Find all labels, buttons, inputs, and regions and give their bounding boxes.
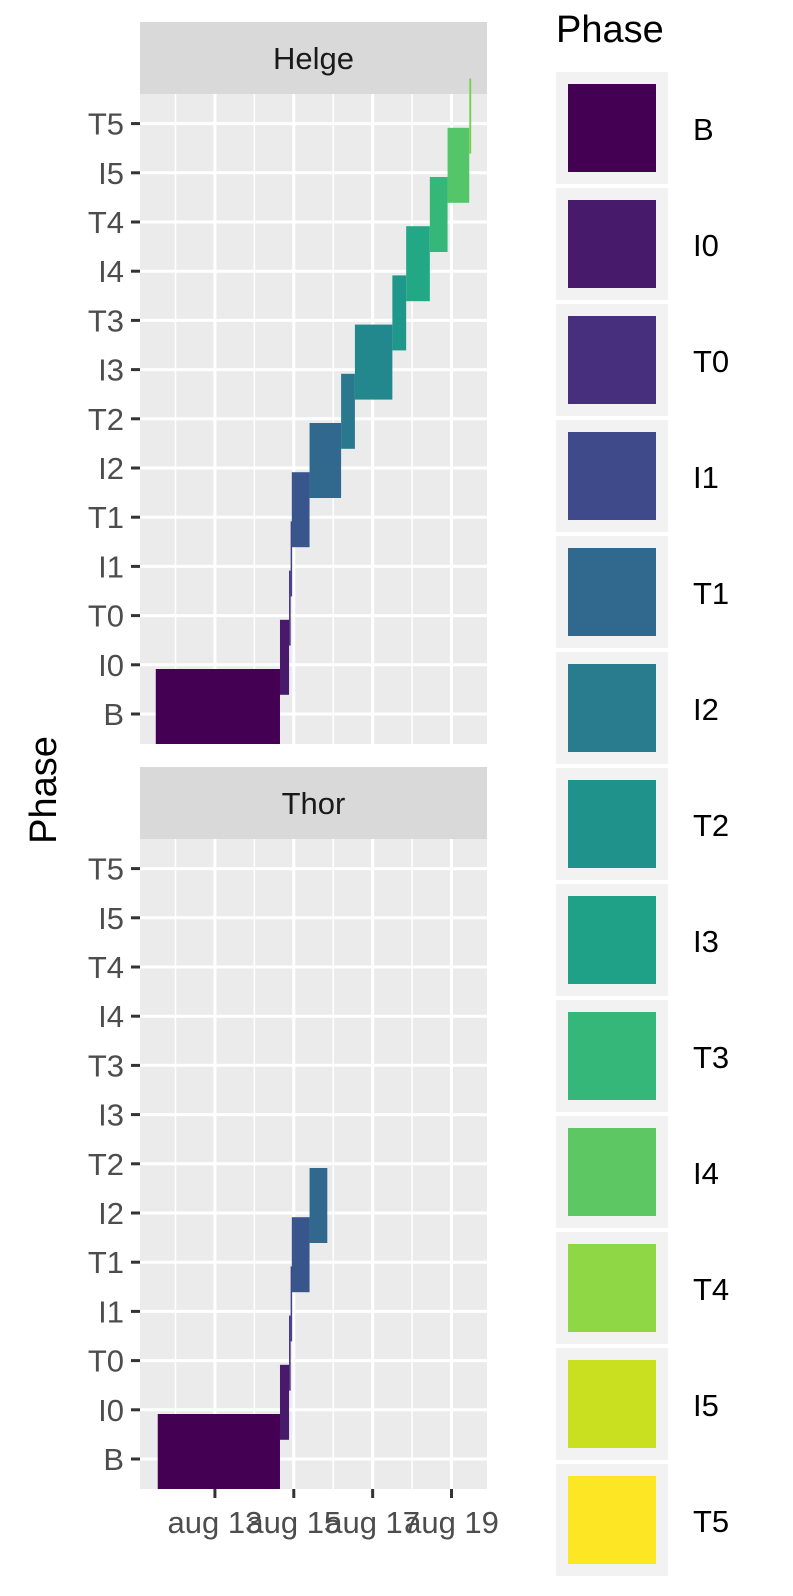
y-tick-label: T0 [88, 1344, 124, 1379]
y-tick-label: T4 [88, 205, 124, 240]
y-tick-label: T1 [88, 1245, 124, 1280]
bar-b [155, 669, 280, 744]
legend-label: B [693, 112, 714, 147]
x-tick-label: aug 15 [246, 1505, 341, 1540]
facets: Helge B I0 T0 I1 T1 I2 T2 I3 T3 I4 T4 I5 T5 Thor B I0 T0 I… [88, 22, 487, 1489]
bar-i0 [279, 619, 290, 695]
y-tick-label: T4 [88, 950, 124, 985]
bar-t3 [392, 275, 407, 351]
y-tick-label: T2 [88, 1147, 124, 1182]
legend-key-t5 [568, 1476, 656, 1564]
y-tick-label: T3 [88, 303, 124, 338]
legend-key-i0 [568, 200, 656, 288]
bar-t1 [291, 472, 310, 548]
bar-t2 [341, 373, 355, 449]
x-tick-label: aug 19 [404, 1505, 499, 1540]
legend-label: T5 [693, 1504, 729, 1539]
facet-thor: Thor B I0 T0 I1 T1 I2 T2 I3 T3 I4 T4 I5 T5 [88, 767, 487, 1489]
legend-label: I5 [693, 1388, 719, 1423]
y-tick-label: T2 [88, 402, 124, 437]
legend-key-t3 [568, 1012, 656, 1100]
x-tick-label: aug 17 [325, 1505, 420, 1540]
bar-t4 [429, 177, 448, 252]
y-tick-label: I0 [98, 648, 124, 683]
y-tick-label: I0 [98, 1393, 124, 1428]
facet-strip [140, 767, 487, 839]
y-tick-label: I5 [98, 156, 124, 191]
bar-i1 [290, 521, 293, 597]
bar-i3 [354, 324, 393, 400]
legend-label: T1 [693, 576, 729, 611]
legend-label: I2 [693, 692, 719, 727]
legend-key-i4 [568, 1128, 656, 1216]
bar-i2 [309, 1168, 328, 1243]
bar-i5 [447, 127, 470, 203]
legend-label: T3 [693, 1040, 729, 1075]
bar-b [157, 1414, 280, 1489]
facet-strip [140, 22, 487, 94]
y-tick-label: I1 [98, 549, 124, 584]
legend-label: I0 [693, 228, 719, 263]
legend-key-t2 [568, 780, 656, 868]
bar-i2 [309, 423, 342, 498]
y-tick-label: I3 [98, 1098, 124, 1133]
y-tick-label: I5 [98, 901, 124, 936]
legend-key-b [568, 84, 656, 172]
legend-label: I1 [693, 460, 719, 495]
y-tick-label: B [103, 697, 124, 732]
y-tick-label: T5 [88, 852, 124, 887]
bar-t1 [291, 1217, 310, 1293]
y-tick-label: I2 [98, 1196, 124, 1231]
legend-key-i3 [568, 896, 656, 984]
legend-title: Phase [556, 9, 664, 51]
y-tick-label: T5 [88, 107, 124, 142]
y-tick-label: T0 [88, 599, 124, 634]
legend-label: T2 [693, 808, 729, 843]
legend-label: T0 [693, 344, 729, 379]
bar-t0 [289, 1315, 291, 1391]
facet-helge: Helge B I0 T0 I1 T1 I2 T2 I3 T3 I4 T4 I5 T5 [88, 22, 487, 744]
bar-t5 [469, 78, 472, 154]
y-tick-label: I2 [98, 451, 124, 486]
legend-label: T4 [693, 1272, 729, 1307]
bar-i0 [279, 1364, 290, 1440]
legend-key-i1 [568, 432, 656, 520]
y-tick-label: T3 [88, 1048, 124, 1083]
y-tick-label: I3 [98, 353, 124, 388]
bar-t0 [289, 570, 291, 646]
legend-key-i2 [568, 664, 656, 752]
legend-key-t4 [568, 1244, 656, 1332]
legend-key-t0 [568, 316, 656, 404]
y-tick-label: T1 [88, 500, 124, 535]
legend-label: I4 [693, 1156, 719, 1191]
facet-strip-label: Helge [273, 41, 354, 76]
legend-key-t1 [568, 548, 656, 636]
y-axis-title: Phase [23, 736, 65, 844]
y-tick-label: I4 [98, 999, 124, 1034]
y-tick-label: B [103, 1442, 124, 1477]
legend-key-i5 [568, 1360, 656, 1448]
x-tick-label: aug 13 [168, 1505, 263, 1540]
bar-i4 [406, 226, 430, 302]
facet-strip-label: Thor [282, 786, 346, 821]
legend-label: I3 [693, 924, 719, 959]
y-tick-label: I4 [98, 254, 124, 289]
legend: Phase B I0 T0 I1 T1 I2 T2 I3 T3 I4 T4 I5 T5 [556, 9, 729, 1576]
y-tick-label: I1 [98, 1294, 124, 1329]
bar-i1 [290, 1266, 293, 1342]
